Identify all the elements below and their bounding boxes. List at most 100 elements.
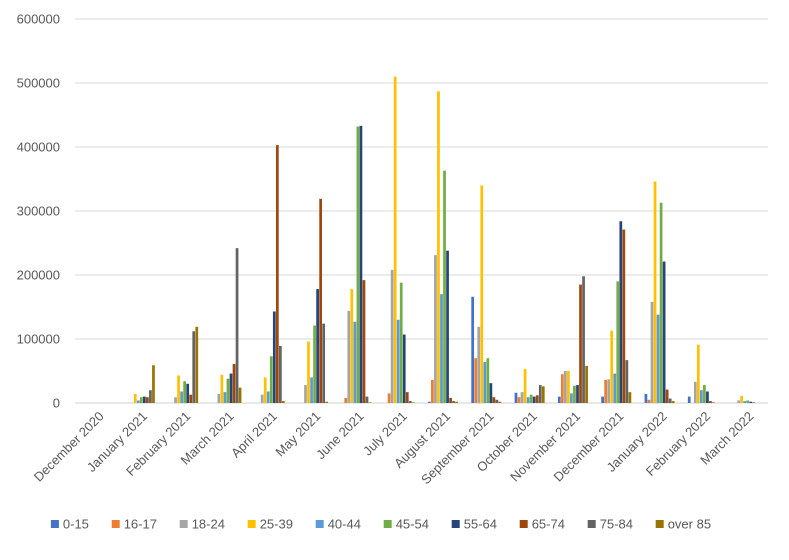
bar [700, 390, 703, 403]
bar [238, 387, 242, 403]
legend-swatch [50, 520, 59, 528]
bar [146, 397, 149, 403]
bar [560, 374, 564, 403]
bar [517, 397, 521, 403]
series-16-17 [344, 358, 651, 403]
bar [644, 394, 648, 403]
bar [279, 346, 282, 403]
bar [532, 396, 536, 403]
legend-swatch [179, 520, 188, 528]
bar [557, 396, 561, 403]
series-25-39 [133, 76, 744, 403]
bar [446, 250, 449, 403]
bar [604, 379, 608, 403]
bar [520, 392, 524, 403]
bar [523, 369, 527, 403]
bar [399, 282, 403, 403]
bar [486, 358, 490, 403]
bar [186, 383, 190, 403]
bar [437, 91, 440, 403]
bar [538, 385, 542, 403]
bar [567, 371, 570, 403]
series-0-15 [428, 296, 691, 403]
bar [347, 310, 351, 403]
bar [477, 326, 481, 403]
bar [752, 402, 756, 403]
bar [408, 401, 412, 403]
legend-label: 55-64 [464, 517, 497, 532]
bar [662, 261, 666, 403]
bar [353, 321, 357, 403]
legend-item: 75-84 [587, 517, 633, 532]
legend-item: 16-17 [111, 517, 157, 532]
bar [498, 401, 502, 403]
bar [136, 400, 140, 403]
legend-label: 75-84 [600, 517, 633, 532]
legend-swatch [111, 520, 120, 528]
bar [316, 289, 319, 403]
y-tick-label: 300000 [17, 204, 60, 219]
legend-swatch [655, 520, 664, 528]
bar [693, 381, 697, 403]
bar [455, 401, 459, 403]
bar [712, 402, 715, 403]
y-tick-label: 0 [53, 396, 60, 411]
bar [304, 385, 307, 403]
bar [452, 401, 455, 403]
bar [263, 377, 267, 403]
bar [668, 398, 672, 403]
legend-item: 25-39 [247, 517, 293, 532]
legend-item: over 85 [655, 517, 711, 532]
bar [659, 202, 663, 403]
bar [449, 397, 452, 403]
bar [195, 326, 199, 403]
bar [619, 221, 623, 403]
bar [579, 284, 582, 403]
bar [709, 401, 712, 403]
bar [585, 365, 588, 403]
bar [656, 314, 660, 403]
bar [350, 289, 354, 403]
legend-label: 40-44 [328, 517, 361, 532]
x-tick-label: April 2021 [228, 409, 280, 461]
bar [387, 393, 391, 403]
bar [396, 319, 400, 403]
bar [687, 396, 691, 403]
legend-swatch [587, 520, 596, 528]
bar [393, 76, 397, 403]
bar [671, 401, 675, 403]
bar [706, 391, 709, 403]
bar [390, 269, 394, 403]
bar [226, 378, 230, 403]
bar [192, 331, 196, 403]
y-axis-tick-labels: 0 100000 200000 300000 400000 500000 600000 [17, 12, 60, 411]
y-tick-label: 100000 [17, 332, 60, 347]
bar [628, 392, 632, 403]
legend-item: 55-64 [451, 517, 497, 532]
y-tick-label: 200000 [17, 268, 60, 283]
series-65-74 [146, 145, 756, 403]
bar [573, 385, 576, 403]
bar [310, 377, 313, 403]
legend-label: 25-39 [260, 517, 293, 532]
bar [232, 363, 236, 403]
bar [217, 394, 221, 403]
series-40-44 [136, 294, 747, 403]
bar [535, 395, 539, 403]
bar [269, 356, 273, 403]
bar [746, 400, 750, 403]
bar [235, 248, 239, 403]
bar [703, 385, 706, 403]
legend: 0-15 16-17 18-24 25-39 40-44 45-54 55-64 65-74 7… [50, 517, 711, 532]
bar [133, 394, 137, 403]
bar [610, 330, 614, 403]
bar [665, 389, 669, 403]
bar [440, 294, 443, 403]
y-tick-label: 600000 [17, 12, 60, 27]
bar [325, 401, 329, 403]
legend-item: 40-44 [315, 517, 361, 532]
series-45-54 [139, 126, 750, 404]
